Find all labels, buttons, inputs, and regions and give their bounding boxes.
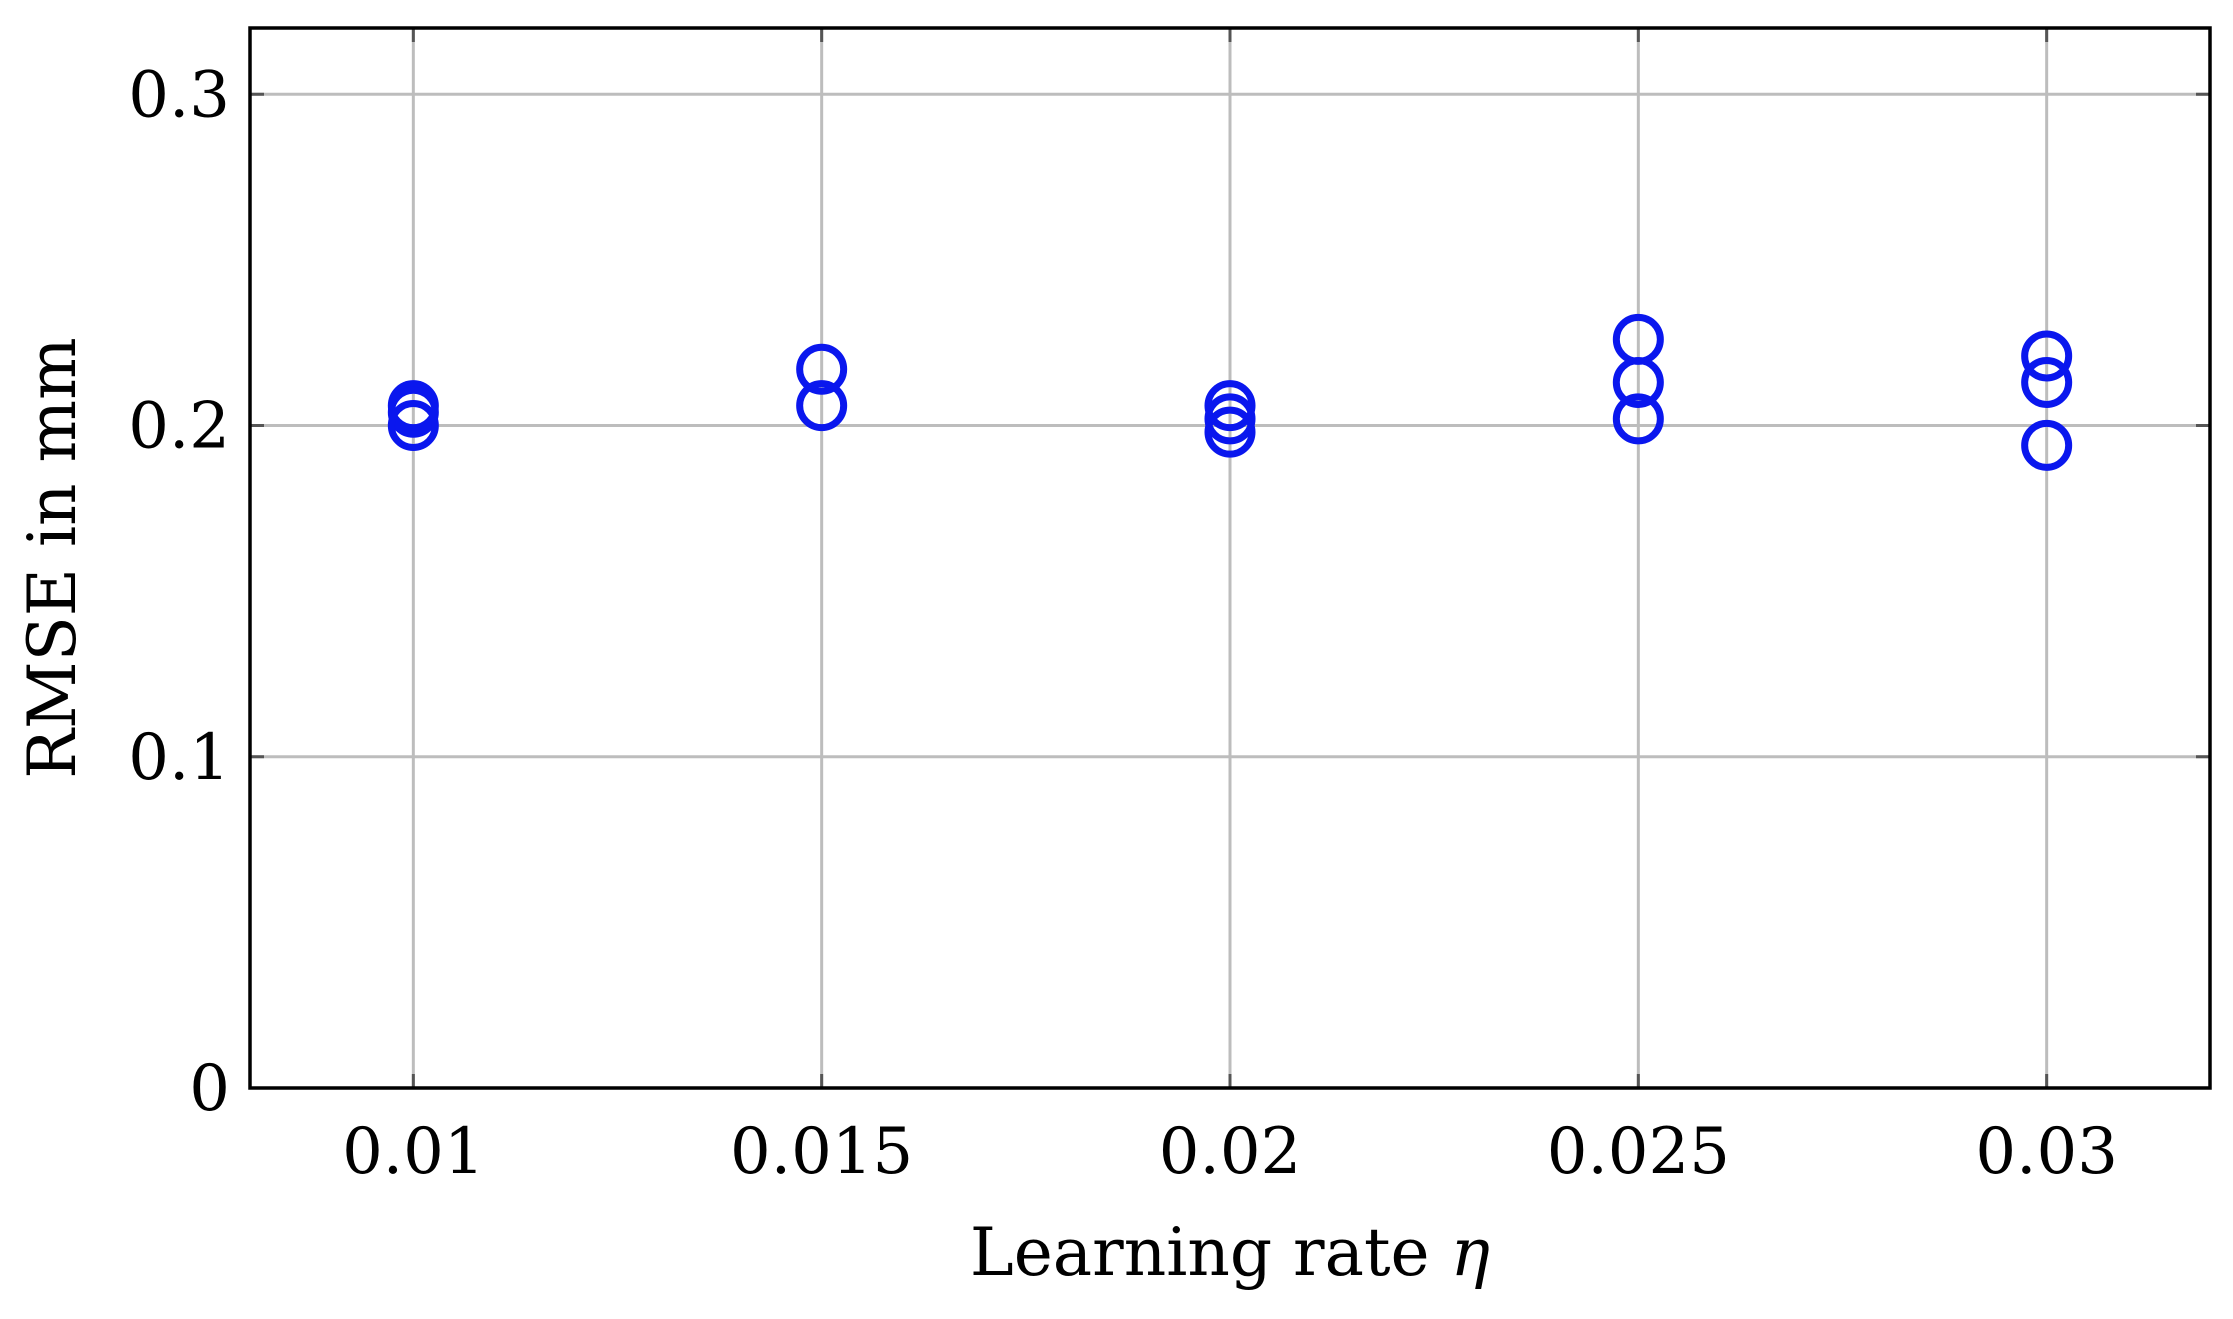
grid <box>250 28 2210 1088</box>
x-axis-label-symbol: η <box>1451 1214 1491 1291</box>
data-point <box>1204 393 1256 445</box>
data-point <box>387 386 439 438</box>
x-tick-label: 0.015 <box>730 1115 913 1189</box>
data-point <box>796 380 848 432</box>
data-point <box>1612 356 1664 408</box>
y-tick-labels: 0 0.1 0.2 0.3 <box>128 58 230 1126</box>
y-tick-label: 0.1 <box>128 721 230 795</box>
data-point <box>2021 330 2073 382</box>
data-point <box>1612 393 1664 445</box>
x-axis-label: Learning rate η <box>970 1214 1490 1291</box>
tick-marks <box>250 28 2210 1090</box>
data-point <box>1204 406 1256 458</box>
plot-frame <box>248 26 2212 1090</box>
x-axis-label-text: Learning rate <box>970 1214 1451 1291</box>
data-point <box>1204 380 1256 432</box>
data-point <box>796 343 848 395</box>
x-tick-label: 0.02 <box>1159 1115 1302 1189</box>
x-tick-label: 0.025 <box>1547 1115 1730 1189</box>
data-point <box>2021 356 2073 408</box>
data-point <box>387 400 439 451</box>
data-point <box>2021 419 2073 471</box>
y-axis-label: RMSE in mm <box>14 337 91 778</box>
x-tick-label: 0.01 <box>342 1115 485 1189</box>
data-points <box>387 313 2073 471</box>
y-tick-label: 0.2 <box>128 390 230 464</box>
y-tick-label: 0 <box>189 1052 230 1126</box>
x-tick-label: 0.03 <box>1975 1115 2118 1189</box>
y-tick-label: 0.3 <box>128 58 230 132</box>
x-tick-labels: 0.01 0.015 0.02 0.025 0.03 <box>342 1115 2118 1189</box>
